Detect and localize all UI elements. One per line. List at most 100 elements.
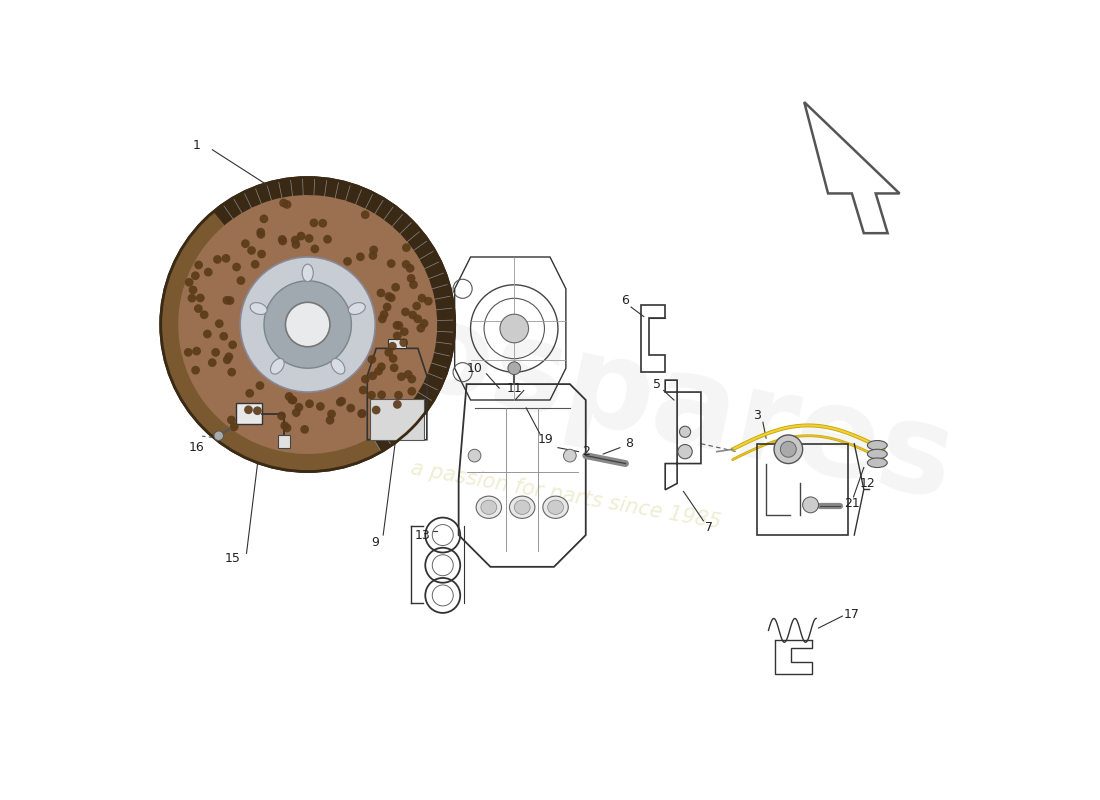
Circle shape [393,331,402,340]
Ellipse shape [868,450,888,458]
Circle shape [204,330,212,338]
Circle shape [219,332,228,341]
Ellipse shape [476,496,502,518]
Circle shape [678,445,692,458]
Circle shape [278,235,287,244]
Circle shape [412,302,421,310]
Circle shape [336,398,344,406]
Text: 1: 1 [192,139,200,152]
Circle shape [213,255,222,264]
FancyBboxPatch shape [236,403,262,424]
Circle shape [260,214,268,223]
Circle shape [409,280,418,289]
Circle shape [245,389,254,398]
Text: 19: 19 [538,434,554,446]
Circle shape [318,219,327,228]
Circle shape [361,210,370,219]
Circle shape [290,236,299,245]
Circle shape [257,250,266,258]
Circle shape [499,314,528,342]
Circle shape [288,396,297,405]
Circle shape [195,261,204,270]
Ellipse shape [331,358,345,374]
Circle shape [774,435,803,463]
Circle shape [241,239,250,248]
Circle shape [253,406,262,415]
Circle shape [305,399,314,408]
Circle shape [402,260,410,269]
Circle shape [224,352,233,361]
Circle shape [295,403,304,412]
Circle shape [393,400,402,409]
Circle shape [420,319,428,328]
Circle shape [343,257,352,266]
Circle shape [358,410,366,418]
Circle shape [367,391,376,399]
Circle shape [338,397,346,406]
Circle shape [280,422,289,430]
Circle shape [227,416,235,424]
Circle shape [230,422,239,431]
Wedge shape [161,212,382,471]
Circle shape [418,294,427,302]
Circle shape [397,372,406,381]
Circle shape [388,342,397,350]
Wedge shape [213,178,454,452]
Circle shape [208,358,217,367]
Circle shape [508,362,520,374]
Circle shape [192,346,201,355]
Circle shape [323,235,332,244]
Circle shape [408,310,417,319]
Circle shape [385,292,394,301]
Circle shape [292,408,300,417]
Circle shape [387,259,396,268]
Circle shape [377,390,386,399]
Circle shape [404,370,412,378]
Circle shape [370,246,378,254]
Circle shape [236,276,245,285]
Circle shape [680,426,691,438]
Circle shape [185,278,194,286]
Circle shape [244,406,253,414]
Text: 21: 21 [844,497,860,510]
Circle shape [407,374,416,383]
Text: 13: 13 [415,529,431,542]
Ellipse shape [515,500,530,514]
Circle shape [358,409,366,418]
Circle shape [402,307,410,316]
Text: 7: 7 [705,521,713,534]
Circle shape [292,240,300,249]
Text: 8: 8 [626,437,634,450]
Ellipse shape [271,358,284,374]
Circle shape [200,310,209,319]
Circle shape [256,228,265,237]
Circle shape [392,283,400,292]
Ellipse shape [868,458,888,467]
Circle shape [286,302,330,346]
Text: 2: 2 [582,445,590,458]
Circle shape [283,423,292,432]
Circle shape [204,268,212,277]
Circle shape [222,296,231,305]
Circle shape [196,294,205,302]
Circle shape [356,253,365,261]
Circle shape [780,442,796,457]
Circle shape [407,387,416,396]
Circle shape [221,254,230,262]
Circle shape [189,286,197,294]
Circle shape [359,386,367,394]
Circle shape [248,246,256,255]
Circle shape [407,274,416,282]
Circle shape [377,362,386,371]
Ellipse shape [509,496,535,518]
Circle shape [406,264,415,273]
Circle shape [400,327,408,336]
Circle shape [228,368,236,377]
Circle shape [387,294,396,302]
Circle shape [191,271,200,280]
Circle shape [367,355,376,364]
Circle shape [394,391,403,399]
Circle shape [563,450,576,462]
Circle shape [300,425,309,434]
Ellipse shape [868,441,888,450]
